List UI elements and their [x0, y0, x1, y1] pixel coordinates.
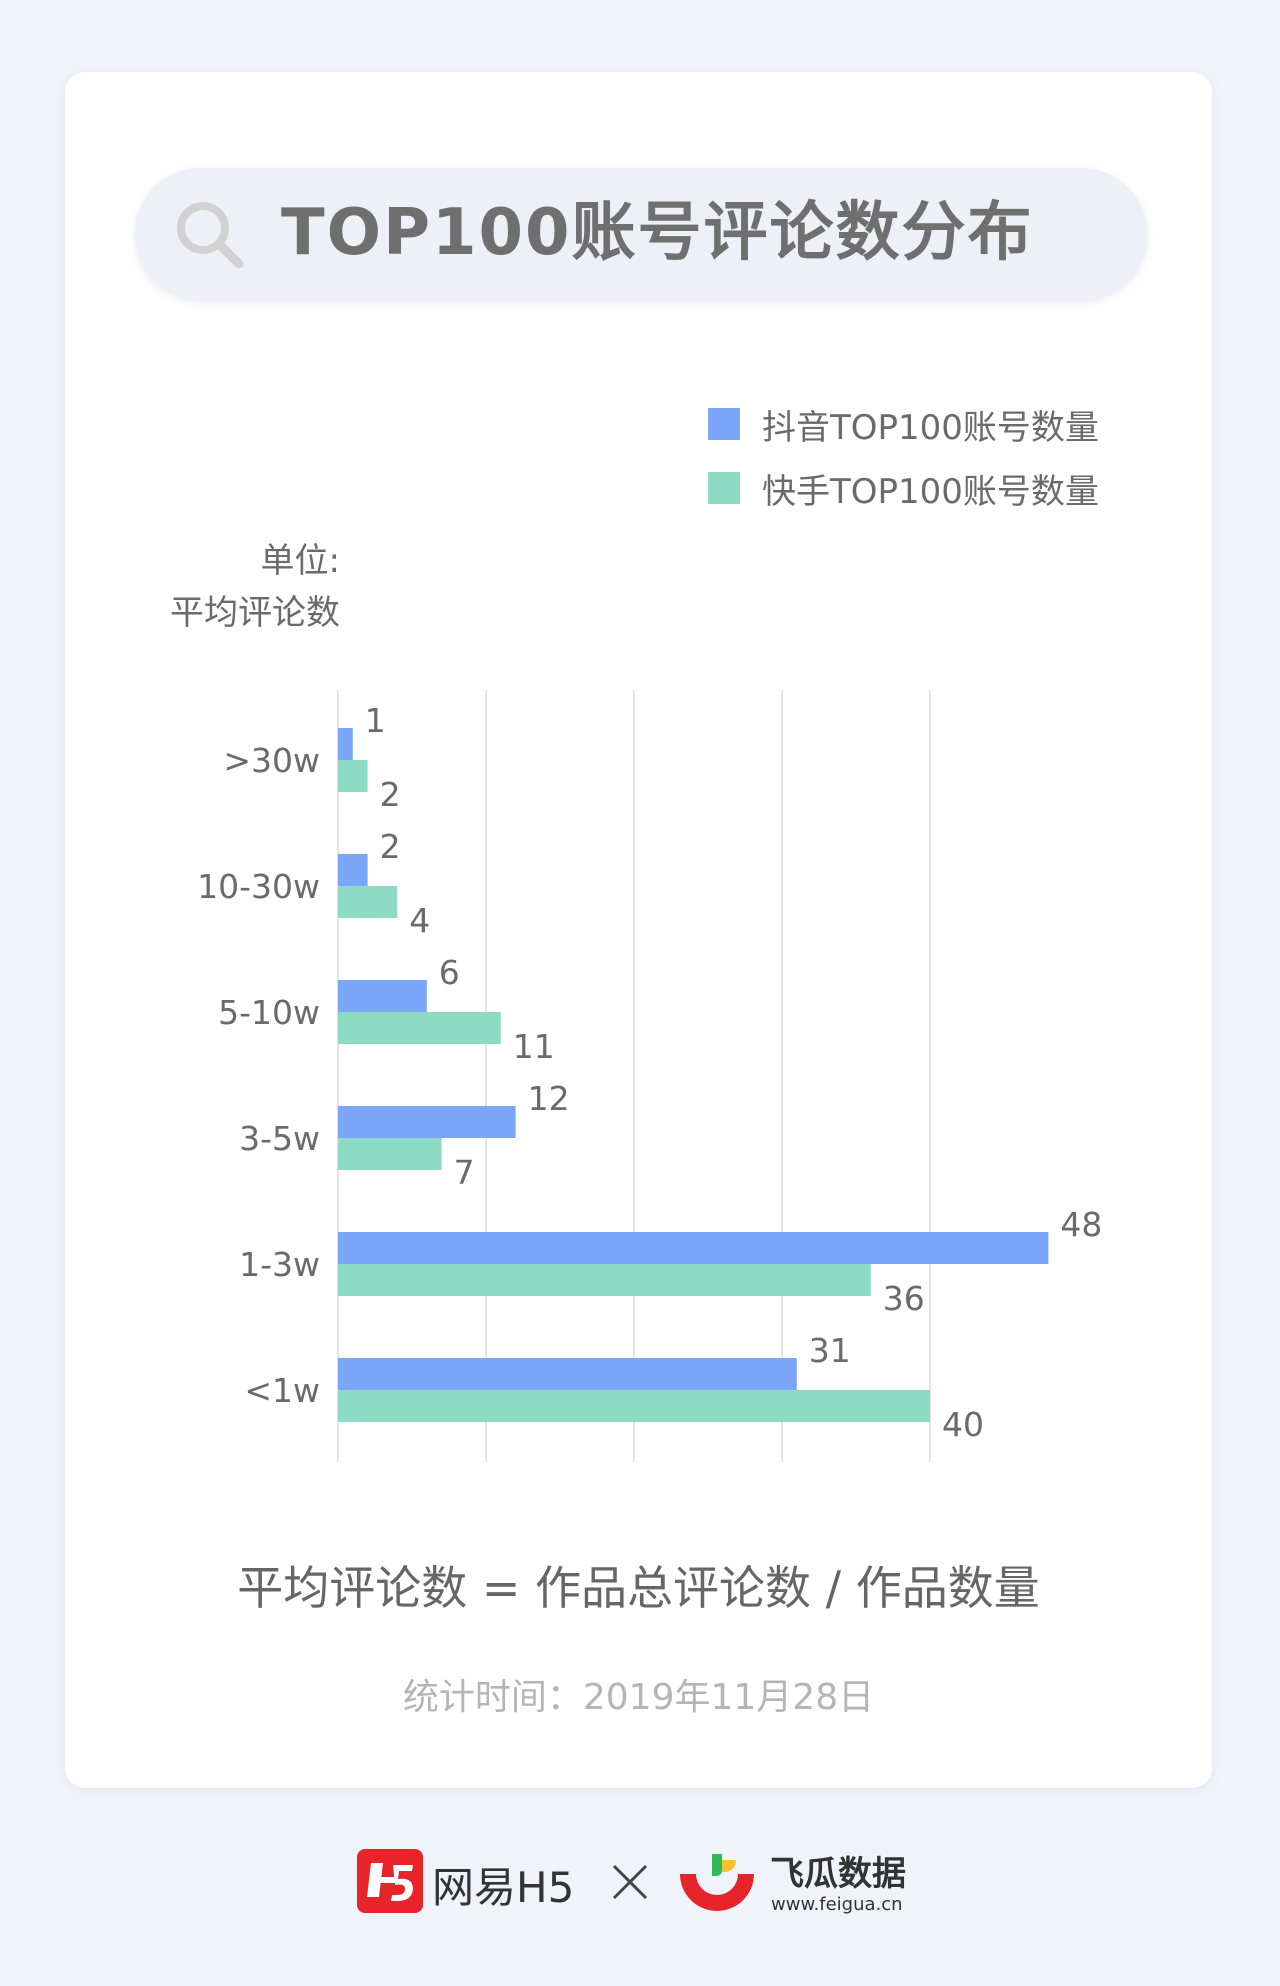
chart-title: TOP100账号评论数分布 — [281, 196, 1034, 270]
bar-douyin — [338, 854, 368, 886]
legend-label-douyin: 抖音TOP100账号数量 — [762, 407, 1099, 448]
wangyi-h5-brand: 网易H5 — [432, 1863, 575, 1912]
bar-chart: >30w1210-30w245-10w6113-5w1271-3w4836<1w… — [197, 690, 1102, 1462]
cross-icon — [612, 1864, 648, 1900]
category-label: 5-10w — [218, 993, 320, 1032]
data-label-douyin: 12 — [528, 1079, 570, 1118]
category-label: 1-3w — [239, 1245, 320, 1284]
bar-kuaishou — [338, 1012, 501, 1044]
bar-douyin — [338, 1358, 797, 1390]
data-label-kuaishou: 2 — [380, 775, 401, 814]
bar-kuaishou — [338, 886, 398, 918]
unit-label: 单位: 平均评论数 — [140, 535, 340, 639]
category-label: 3-5w — [239, 1119, 320, 1158]
formula-text: 平均评论数 = 作品总评论数 / 作品数量 — [237, 1561, 1040, 1615]
bar-douyin — [338, 980, 427, 1012]
footer: 网易H5 飞瓜数据 www.feigua.cn — [0, 1846, 1280, 1926]
data-label-douyin: 31 — [809, 1331, 851, 1370]
wangyi-h5-logo-icon — [357, 1849, 423, 1913]
chart-card: TOP100账号评论数分布 抖音TOP100账号数量 快手TOP100账号数量 … — [65, 72, 1212, 1788]
data-label-kuaishou: 11 — [513, 1027, 555, 1066]
bar-kuaishou — [338, 1138, 442, 1170]
chart-legend: 抖音TOP100账号数量 快手TOP100账号数量 — [708, 392, 1099, 520]
data-label-douyin: 2 — [380, 827, 401, 866]
search-icon — [177, 202, 244, 269]
unit-label-line1: 单位: — [260, 541, 340, 581]
category-label: <1w — [244, 1371, 320, 1410]
bar-kuaishou — [338, 1264, 871, 1296]
legend-item-kuaishou: 快手TOP100账号数量 — [708, 456, 1099, 520]
bar-douyin — [338, 728, 353, 760]
bar-kuaishou — [338, 760, 368, 792]
data-label-douyin: 6 — [439, 953, 460, 992]
feigua-logo-icon — [680, 1854, 754, 1911]
feigua-brand-name: 飞瓜数据 — [770, 1854, 906, 1894]
bar-douyin — [338, 1106, 516, 1138]
legend-swatch-douyin — [708, 408, 740, 440]
unit-label-line2: 平均评论数 — [170, 593, 340, 633]
bar-kuaishou — [338, 1390, 930, 1422]
data-label-kuaishou: 36 — [883, 1279, 925, 1318]
stat-time-text: 统计时间：2019年11月28日 — [402, 1677, 875, 1718]
feigua-brand-url: www.feigua.cn — [771, 1894, 903, 1915]
data-label-kuaishou: 40 — [942, 1405, 984, 1444]
data-label-douyin: 1 — [365, 701, 386, 740]
legend-item-douyin: 抖音TOP100账号数量 — [708, 392, 1099, 456]
data-label-douyin: 48 — [1060, 1205, 1102, 1244]
data-label-kuaishou: 7 — [454, 1153, 475, 1192]
bar-douyin — [338, 1232, 1049, 1264]
title-search-bar: TOP100账号评论数分布 — [135, 168, 1147, 299]
category-label: >30w — [223, 741, 320, 780]
category-label: 10-30w — [197, 867, 320, 906]
data-label-kuaishou: 4 — [409, 901, 430, 940]
legend-label-kuaishou: 快手TOP100账号数量 — [762, 471, 1099, 512]
legend-swatch-kuaishou — [708, 472, 740, 504]
